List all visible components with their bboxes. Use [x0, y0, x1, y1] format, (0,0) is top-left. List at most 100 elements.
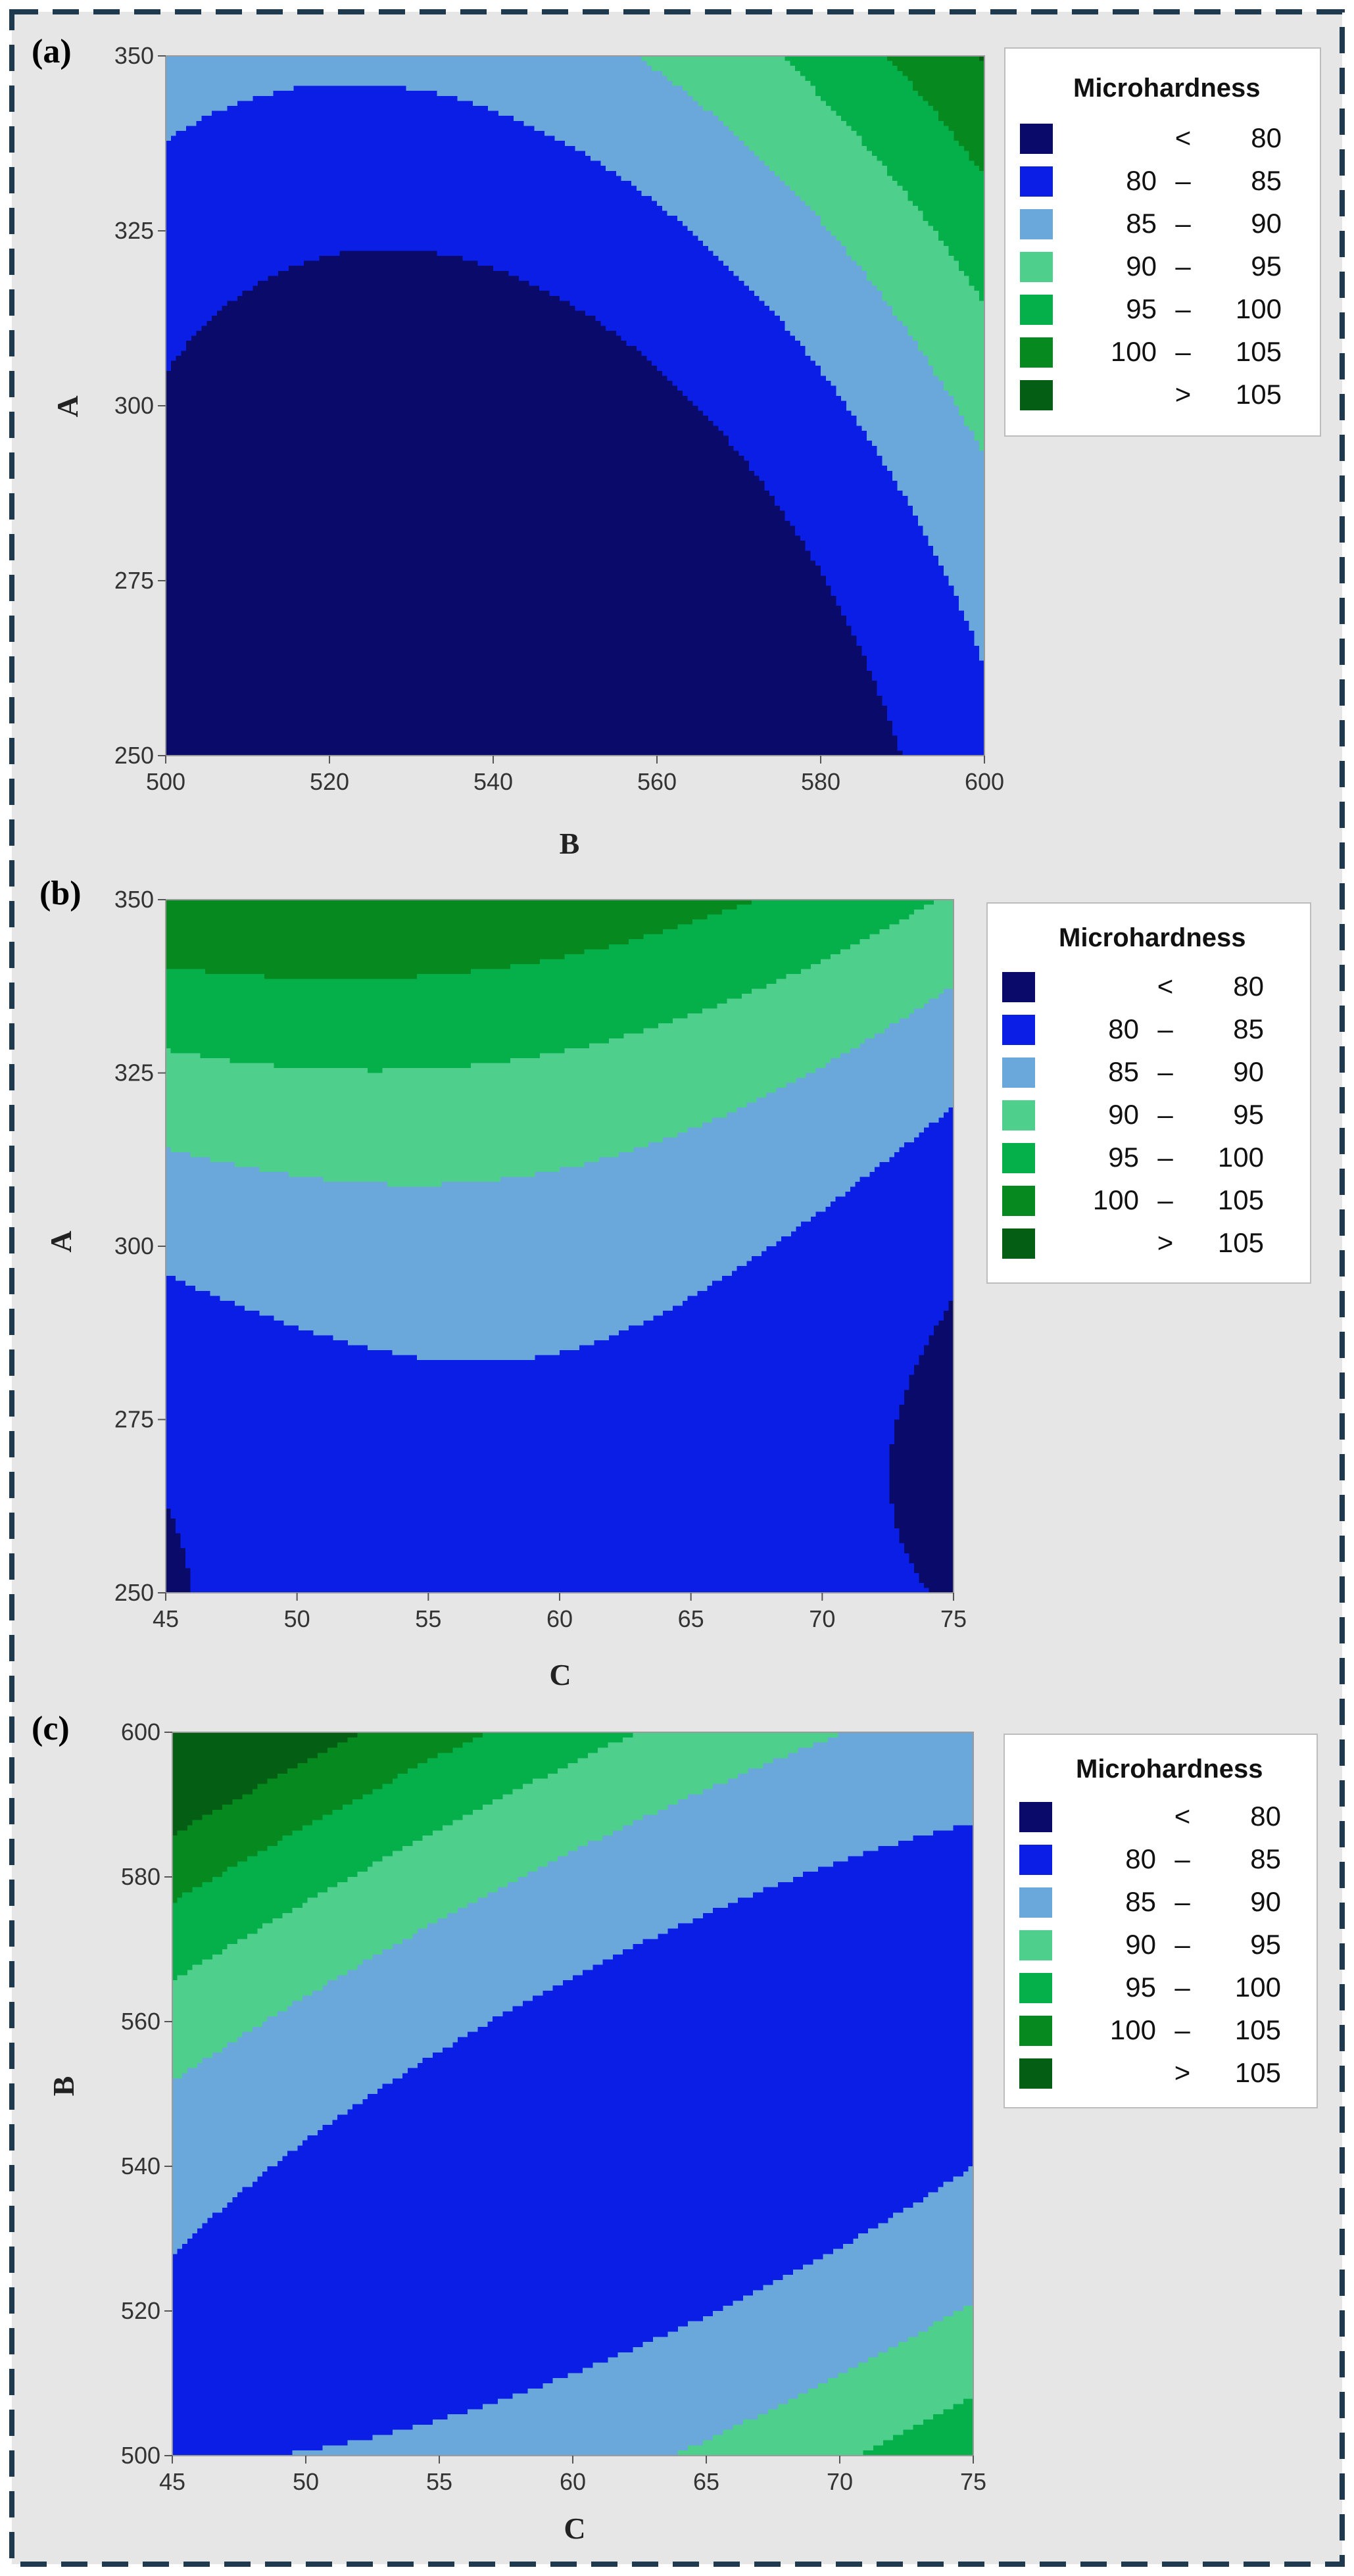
contour-cell	[749, 71, 754, 76]
contour-cell	[319, 96, 324, 101]
contour-cell	[831, 206, 836, 211]
contour-cell	[611, 91, 616, 96]
contour-cell	[949, 206, 954, 211]
contour-cell	[769, 186, 775, 191]
contour-cell	[191, 171, 197, 176]
contour-cell	[360, 181, 366, 186]
contour-cell	[437, 136, 442, 141]
contour-cell	[432, 156, 437, 161]
contour-cell	[478, 181, 483, 186]
contour-cell	[631, 96, 637, 101]
contour-cell	[907, 81, 913, 86]
contour-cell	[718, 161, 723, 166]
contour-cell	[596, 111, 601, 116]
contour-cell	[764, 191, 769, 196]
contour-cell	[345, 196, 350, 201]
contour-cell	[191, 91, 197, 96]
contour-cell	[713, 96, 719, 101]
contour-cell	[642, 66, 647, 71]
contour-cell	[473, 161, 478, 166]
contour-cell	[243, 176, 248, 181]
contour-cell	[760, 71, 765, 76]
contour-cell	[289, 146, 294, 151]
contour-cell	[406, 151, 412, 156]
contour-cell	[550, 201, 555, 206]
contour-cell	[631, 206, 637, 211]
contour-cell	[723, 76, 729, 81]
contour-cell	[222, 171, 228, 176]
contour-cell	[314, 56, 320, 61]
contour-cell	[391, 66, 396, 71]
contour-cell	[289, 101, 294, 106]
contour-cell	[836, 141, 841, 146]
contour-cell	[631, 76, 637, 81]
contour-cell	[677, 171, 683, 176]
contour-cell	[544, 131, 550, 136]
contour-cell	[508, 116, 514, 121]
contour-cell	[764, 146, 769, 151]
contour-cell	[867, 71, 872, 76]
contour-cell	[462, 141, 468, 146]
contour-cell	[324, 131, 329, 136]
contour-cell	[887, 156, 892, 161]
contour-cell	[626, 81, 631, 86]
contour-cell	[370, 56, 375, 61]
contour-cell	[949, 111, 954, 116]
contour-cell	[718, 91, 723, 96]
contour-cell	[498, 101, 504, 106]
contour-cell	[554, 186, 560, 191]
contour-cell	[672, 91, 677, 96]
contour-cell	[887, 61, 892, 66]
contour-cell	[340, 166, 345, 171]
contour-cell	[386, 61, 391, 66]
contour-cell	[826, 206, 831, 211]
contour-cell	[800, 96, 806, 101]
contour-cell	[708, 206, 713, 211]
contour-cell	[718, 121, 723, 126]
contour-cell	[872, 66, 877, 71]
contour-cell	[437, 126, 442, 131]
contour-cell	[437, 121, 442, 126]
contour-cell	[458, 146, 463, 151]
contour-cell	[227, 96, 232, 101]
contour-cell	[933, 201, 938, 206]
contour-cell	[237, 131, 243, 136]
contour-cell	[416, 156, 422, 161]
contour-cell	[785, 96, 790, 101]
contour-cell	[560, 96, 565, 101]
contour-cell	[662, 206, 667, 211]
contour-cell	[478, 191, 483, 196]
contour-cell	[677, 126, 683, 131]
contour-cell	[406, 76, 412, 81]
contour-cell	[580, 131, 585, 136]
contour-cell	[314, 101, 320, 106]
contour-cell	[355, 121, 360, 126]
contour-cell	[206, 171, 212, 176]
contour-cell	[539, 166, 544, 171]
contour-cell	[524, 206, 529, 211]
contour-cell	[831, 96, 836, 101]
contour-cell	[263, 146, 268, 151]
contour-cell	[652, 156, 657, 161]
contour-cell	[508, 76, 514, 81]
contour-cell	[969, 131, 975, 136]
contour-cell	[237, 141, 243, 146]
contour-cell	[785, 121, 790, 126]
contour-cell	[852, 131, 857, 136]
contour-cell	[212, 81, 217, 86]
contour-cell	[478, 116, 483, 121]
contour-cell	[841, 96, 846, 101]
contour-cell	[903, 71, 908, 76]
contour-cell	[171, 126, 176, 131]
contour-cell	[248, 121, 253, 126]
contour-cell	[493, 61, 498, 66]
contour-cell	[642, 156, 647, 161]
contour-cell	[186, 66, 191, 71]
contour-cell	[810, 161, 815, 166]
contour-cell	[212, 131, 217, 136]
contour-cell	[422, 181, 427, 186]
contour-cell	[646, 116, 652, 121]
contour-cell	[181, 86, 186, 91]
contour-cell	[396, 121, 401, 126]
contour-cell	[698, 101, 703, 106]
